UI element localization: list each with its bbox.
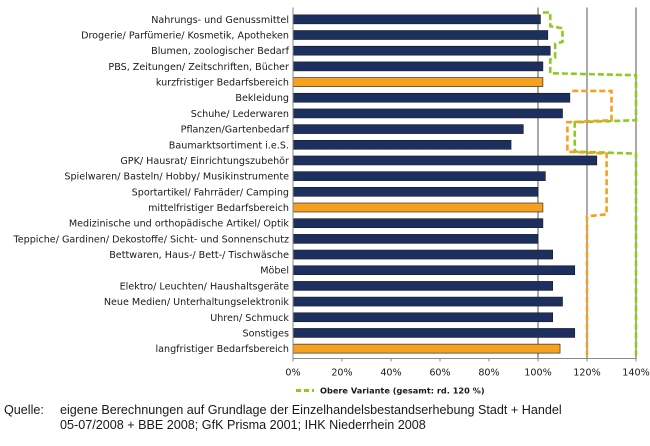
category-label: Schuhe/ Lederwaren bbox=[191, 109, 289, 120]
bar-chart: Nahrungs- und Genussmittel Drogerie/ Parf… bbox=[12, 7, 650, 395]
bar bbox=[292, 77, 544, 87]
category-label: Pflanzen/Gartenbedarf bbox=[181, 125, 290, 136]
bar bbox=[292, 155, 598, 166]
legend: Obere Variante (gesamt: rd. 120 %)Untere… bbox=[296, 385, 485, 395]
x-tick-label: 100% bbox=[524, 367, 551, 378]
category-label: Neue Medien/ Unterhaltungselektronik bbox=[104, 297, 290, 308]
category-label: Möbel bbox=[260, 266, 289, 277]
category-label: Teppiche/ Gardinen/ Dekostoffe/ Sicht- u… bbox=[12, 234, 289, 245]
bar bbox=[292, 249, 554, 260]
legend-label: Obere Variante (gesamt: rd. 120 %) bbox=[320, 385, 485, 395]
category-label: Medizinische und orthopädische Artikel/ … bbox=[69, 219, 290, 230]
x-tick-label: 60% bbox=[429, 367, 450, 378]
category-label: Nahrungs- und Genussmittel bbox=[151, 15, 289, 26]
bar bbox=[292, 14, 541, 25]
bar bbox=[292, 328, 576, 338]
category-label: Bekleidung bbox=[235, 93, 289, 104]
x-tick-label: 20% bbox=[331, 367, 352, 378]
category-label: Uhren/ Schmuck bbox=[210, 313, 289, 324]
source-label: Quelle: bbox=[4, 403, 44, 417]
x-tick-label: 40% bbox=[380, 367, 401, 378]
source-line-2: 05-07/2008 + BBE 2008; GfK Prisma 2001; … bbox=[60, 418, 426, 432]
x-tick-label: 120% bbox=[573, 367, 600, 378]
bar bbox=[292, 171, 546, 181]
bar bbox=[292, 30, 549, 40]
variant-line bbox=[566, 89, 613, 356]
category-label: Drogerie/ Parfümerie/ Kosmetik, Apotheke… bbox=[81, 31, 289, 42]
bar bbox=[292, 202, 544, 213]
category-label: Sportartikel/ Fahrräder/ Camping bbox=[132, 187, 289, 198]
x-tick-label: 80% bbox=[478, 367, 499, 378]
bar bbox=[292, 139, 512, 150]
bar bbox=[292, 187, 539, 197]
bar bbox=[292, 124, 524, 134]
bar bbox=[292, 61, 544, 72]
variant-brackets bbox=[542, 11, 638, 356]
category-label: Elektro/ Leuchten/ Haushaltsgeräte bbox=[120, 281, 290, 292]
bar bbox=[292, 92, 571, 103]
x-tick-labels: 0% 20% 40% 60% 80% 100% 120% 140% bbox=[285, 358, 650, 378]
category-label: PBS, Zeitungen/ Zeitschriften, Bücher bbox=[108, 62, 289, 73]
bar bbox=[292, 234, 539, 244]
category-labels: Nahrungs- und Genussmittel Drogerie/ Parf… bbox=[12, 15, 289, 355]
bars bbox=[292, 14, 598, 354]
bar bbox=[292, 312, 554, 323]
category-label: Sonstiges bbox=[243, 328, 289, 339]
variant-line bbox=[542, 11, 638, 356]
category-label: mittelfristiger Bedarfsbereich bbox=[148, 203, 289, 214]
bar bbox=[292, 218, 544, 228]
bar bbox=[292, 343, 561, 354]
category-label: Spielwaren/ Basteln/ Hobby/ Musikinstrum… bbox=[64, 172, 289, 183]
bar bbox=[292, 296, 563, 307]
category-label: kurzfristiger Bedarfsbereich bbox=[156, 78, 289, 89]
bar bbox=[292, 108, 563, 119]
bar bbox=[292, 265, 576, 276]
category-label: Blumen, zoologischer Bedarf bbox=[151, 46, 289, 57]
bar bbox=[292, 45, 551, 56]
category-label: Baumarktsortiment i.e.S. bbox=[169, 140, 289, 151]
x-tick-label: 140% bbox=[622, 367, 649, 378]
category-label: langfristiger Bedarfsbereich bbox=[155, 344, 289, 355]
category-label: GPK/ Hausrat/ Einrichtungszubehör bbox=[120, 156, 289, 167]
source-line-1: eigene Berechnungen auf Grundlage der Ei… bbox=[60, 403, 562, 417]
category-label: Bettwaren, Haus-/ Bett-/ Tischwäsche bbox=[109, 250, 289, 261]
x-tick-label: 0% bbox=[285, 367, 300, 378]
bar bbox=[292, 281, 554, 291]
